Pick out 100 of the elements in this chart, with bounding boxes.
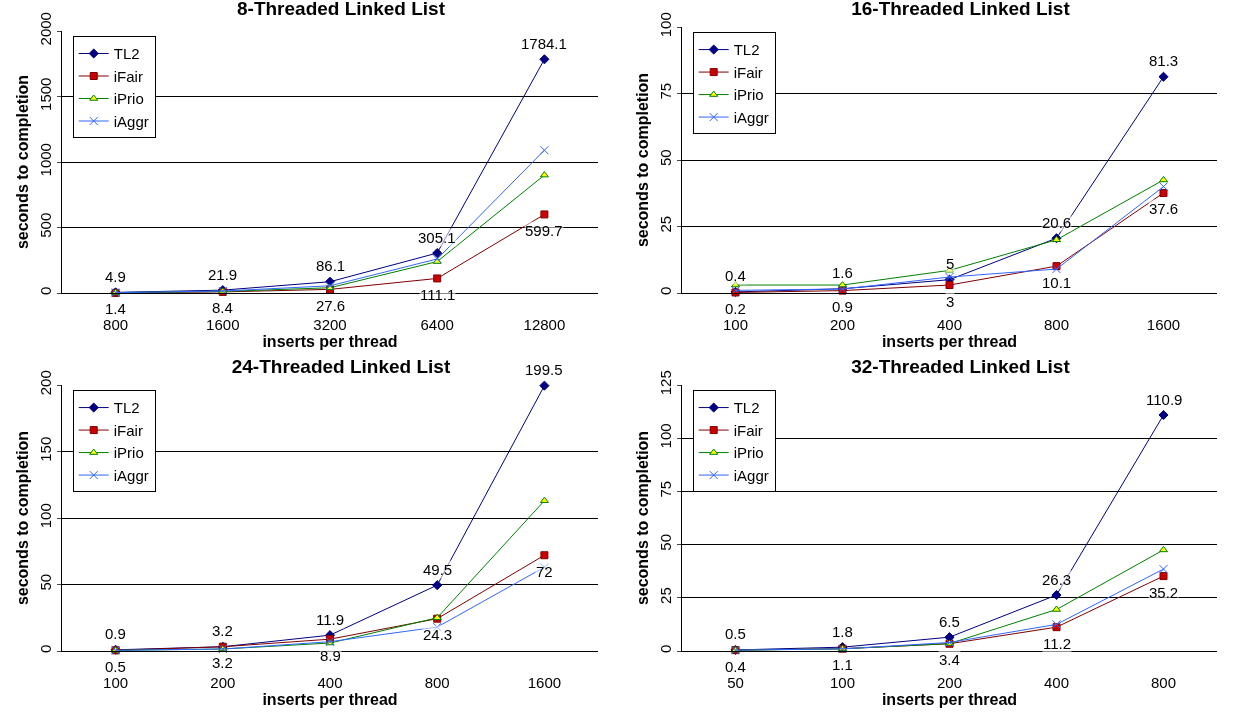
data-label: 26.3 xyxy=(1042,571,1072,588)
x-tick-label: 1600 xyxy=(1146,316,1181,333)
y-tick-label: 500 xyxy=(37,212,54,238)
data-label: 81.3 xyxy=(1149,52,1179,69)
data-label: 0.9 xyxy=(832,298,853,315)
y-tick-label: 150 xyxy=(37,436,54,462)
data-label: 0.4 xyxy=(725,267,746,284)
y-tick-label: 100 xyxy=(657,423,674,449)
y-tick-label: 1000 xyxy=(37,143,54,177)
y-tick-label: 25 xyxy=(657,215,674,233)
legend-label: iFair xyxy=(113,421,143,439)
x-tick-label: 400 xyxy=(936,316,963,333)
x-axis-title: inserts per thread xyxy=(262,333,398,350)
x-tick-label: 400 xyxy=(317,674,343,691)
legend-label: TL2 xyxy=(733,399,760,417)
data-label: 0.9 xyxy=(105,625,126,642)
chart-title: 8-Threaded Linked List xyxy=(237,0,446,20)
data-label: 27.6 xyxy=(316,297,346,314)
data-label: 199.5 xyxy=(525,361,563,378)
x-axis-title: inserts per thread xyxy=(881,691,1018,708)
x-tick-label: 100 xyxy=(103,674,129,691)
legend-label: iPrio xyxy=(733,86,764,104)
y-tick-label: 25 xyxy=(657,587,674,604)
data-label: 21.9 xyxy=(208,266,238,283)
legend-label: iAggr xyxy=(733,466,769,484)
legend-label: TL2 xyxy=(733,41,760,59)
y-tick-label: 100 xyxy=(37,503,54,529)
y-axis-title: seconds to completion xyxy=(633,430,651,606)
data-label: 3 xyxy=(946,293,955,310)
data-label: 0.5 xyxy=(105,658,126,675)
x-tick-label: 50 xyxy=(727,674,744,691)
data-label: 3.2 xyxy=(212,654,233,671)
chart-title: 16-Threaded Linked List xyxy=(851,0,1071,20)
legend-label: iAggr xyxy=(113,112,149,130)
legend-label: iFair xyxy=(733,421,763,439)
y-tick-label: 50 xyxy=(657,534,674,551)
data-label: 72 xyxy=(536,563,553,580)
data-label: 111.1 xyxy=(420,286,456,303)
y-axis-title: seconds to completion xyxy=(633,72,651,248)
data-label: 1.6 xyxy=(832,264,853,281)
x-tick-label: 1600 xyxy=(527,674,562,691)
legend-label: iAggr xyxy=(733,108,769,126)
legend-label: iPrio xyxy=(113,444,144,462)
x-tick-label: 12800 xyxy=(523,316,566,333)
data-label: 5 xyxy=(946,255,955,272)
y-tick-label: 1500 xyxy=(37,77,54,111)
data-label: 1.1 xyxy=(832,656,853,673)
data-label: 0.4 xyxy=(725,658,746,675)
data-label: 1.4 xyxy=(105,300,126,317)
data-label: 49.5 xyxy=(423,561,453,578)
chart-title: 32-Threaded Linked List xyxy=(851,356,1071,378)
data-label: 3.2 xyxy=(212,622,233,639)
data-label: 10.1 xyxy=(1042,274,1072,291)
data-label: 599.7 xyxy=(525,222,563,239)
x-tick-label: 100 xyxy=(829,674,856,691)
legend-label: iPrio xyxy=(733,444,764,462)
data-label: 35.2 xyxy=(1149,584,1179,601)
y-axis-title: seconds to completion xyxy=(13,430,31,606)
y-tick-label: 75 xyxy=(657,82,674,100)
x-tick-label: 100 xyxy=(722,316,749,333)
legend-label: iAggr xyxy=(113,466,149,484)
x-tick-label: 400 xyxy=(1043,674,1070,691)
x-tick-label: 200 xyxy=(936,674,963,691)
y-tick-label: 2000 xyxy=(37,12,54,46)
y-tick-label: 0 xyxy=(657,286,674,295)
y-tick-label: 75 xyxy=(657,480,674,498)
data-label: 86.1 xyxy=(316,257,346,274)
data-label: 4.9 xyxy=(105,268,126,285)
data-label: 1784.1 xyxy=(521,35,567,52)
data-label: 0.2 xyxy=(725,300,746,317)
data-label: 0.5 xyxy=(725,625,746,642)
x-tick-label: 200 xyxy=(210,674,236,691)
legend-label: iFair xyxy=(113,67,143,85)
data-label: 110.9 xyxy=(1146,391,1183,408)
data-label: 1.8 xyxy=(832,623,853,640)
data-label: 37.6 xyxy=(1149,200,1179,217)
data-label: 6.5 xyxy=(939,613,960,630)
x-tick-label: 200 xyxy=(829,316,856,333)
y-tick-label: 50 xyxy=(657,149,674,167)
y-tick-label: 0 xyxy=(657,644,674,653)
legend-label: TL2 xyxy=(113,399,140,417)
data-label: 11.2 xyxy=(1043,635,1072,652)
data-label: 11.9 xyxy=(316,611,345,628)
chart-title: 24-Threaded Linked List xyxy=(231,356,451,378)
x-tick-label: 1600 xyxy=(206,316,240,333)
y-tick-label: 50 xyxy=(37,573,54,591)
x-tick-label: 6400 xyxy=(420,316,454,333)
x-axis-title: inserts per thread xyxy=(262,691,398,708)
y-axis-title: seconds to completion xyxy=(13,74,31,250)
legend-label: TL2 xyxy=(113,45,140,63)
data-label: 8.4 xyxy=(212,299,233,316)
data-label: 3.4 xyxy=(939,651,960,668)
data-label: 24.3 xyxy=(423,626,453,643)
y-tick-label: 125 xyxy=(657,370,674,396)
x-tick-label: 800 xyxy=(1150,674,1177,691)
x-tick-label: 800 xyxy=(424,674,450,691)
y-tick-label: 200 xyxy=(37,370,54,396)
legend-label: iFair xyxy=(733,63,763,81)
data-label: 8.9 xyxy=(320,647,341,664)
y-tick-label: 100 xyxy=(657,12,674,38)
